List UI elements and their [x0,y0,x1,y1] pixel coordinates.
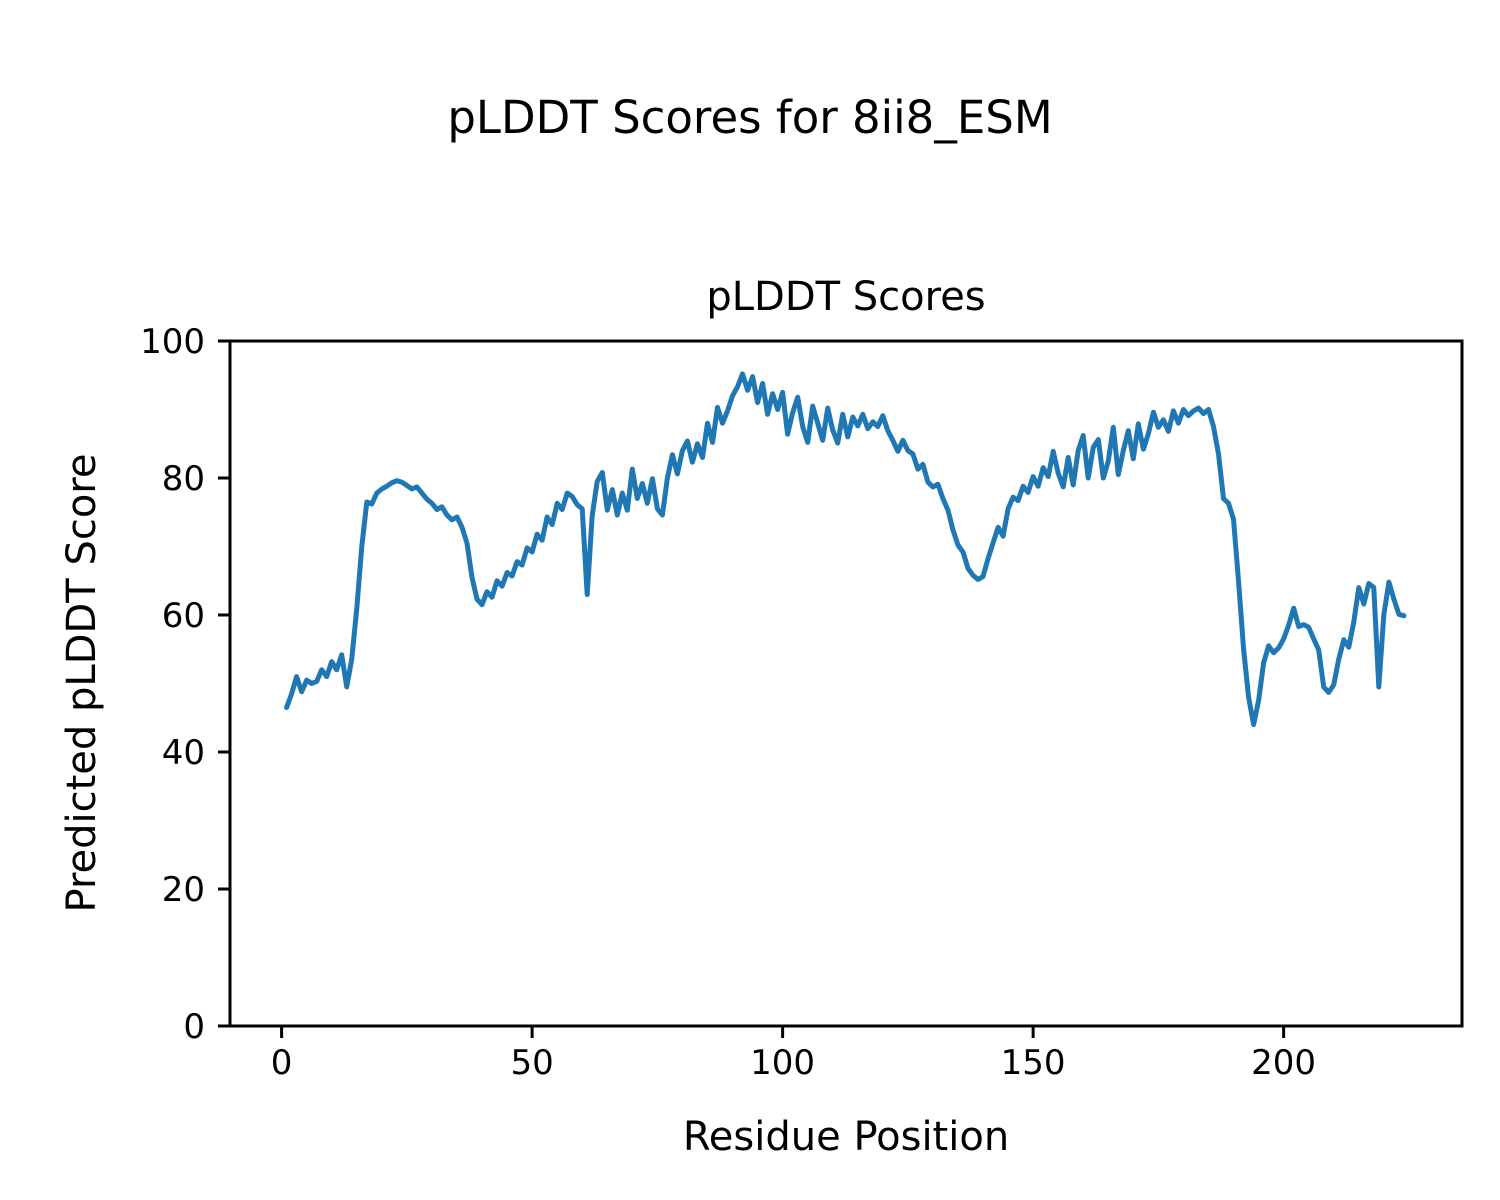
y-tick-label: 100 [140,322,205,362]
axes-title: pLDDT Scores [706,274,985,320]
axis-tick-labels: 0 50 100 150 200 0 20 40 60 80 100 [140,322,1316,1083]
x-axis-label: Residue Position [683,1114,1009,1160]
x-tick-label: 0 [271,1043,293,1083]
axis-ticks [218,339,1286,1038]
y-tick-label: 80 [162,459,205,499]
y-axis-label: Predicted pLDDT Score [59,454,105,913]
x-tick-label: 50 [510,1043,553,1083]
plddt-line-series [284,371,1407,728]
plot-area [228,339,1464,1028]
y-tick-label: 0 [183,1007,205,1047]
figure-title: pLDDT Scores for 8ii8_ESM [447,91,1052,144]
x-tick-label: 200 [1251,1043,1316,1083]
x-tick-label: 150 [1001,1043,1066,1083]
y-tick-label: 20 [162,870,205,910]
y-tick-label: 40 [162,733,205,773]
x-tick-label: 100 [750,1043,815,1083]
y-tick-label: 60 [162,596,205,636]
